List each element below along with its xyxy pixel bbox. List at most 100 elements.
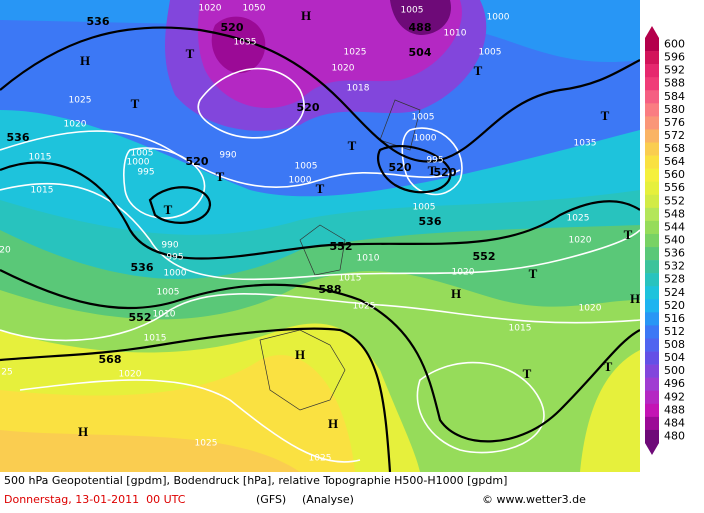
map-label: 1000 [414, 134, 437, 144]
map [0, 0, 640, 472]
map-label: 1010 [444, 29, 467, 39]
colorbar-swatch [645, 286, 659, 300]
map-label: 536 [131, 261, 154, 274]
colorbar-swatch [645, 429, 659, 444]
map-label: T [131, 96, 140, 111]
footer-background [0, 472, 640, 513]
colorbar-swatch [645, 90, 659, 104]
colorbar-swatch [645, 142, 659, 156]
map-label: T [216, 169, 225, 184]
map-label: 1015 [509, 324, 532, 334]
map-label: 536 [87, 15, 110, 28]
map-label: 1020 [452, 268, 475, 278]
map-label: 1025 [195, 439, 218, 449]
map-label: 1020 [119, 370, 142, 380]
map-label: 1025 [309, 454, 332, 464]
colorbar-swatch [645, 155, 659, 169]
colorbar-label: 508 [664, 338, 685, 351]
colorbar-label: 524 [664, 286, 685, 299]
colorbar-swatch [645, 273, 659, 287]
map-label: 1025 [69, 96, 92, 106]
field [197, 0, 462, 109]
colorbar-swatch [645, 168, 659, 183]
colorbar-label: 488 [664, 403, 685, 416]
colorbar-swatch [645, 194, 659, 209]
map-label: 520 [186, 155, 209, 168]
map-label: 1005 [479, 48, 502, 58]
colorbar-label: 536 [664, 247, 685, 260]
colorbar-swatch [645, 403, 659, 418]
map-label: T [316, 181, 325, 196]
map-label: T [529, 266, 538, 281]
map-label: 1000 [164, 269, 187, 279]
colorbar-swatch [645, 390, 659, 405]
map-label: T [186, 46, 195, 61]
footer-copyright: © www.wetter3.de [482, 493, 586, 506]
map-label: 552 [330, 240, 353, 253]
colorbar-label: 596 [664, 51, 685, 64]
colorbar-label: 500 [664, 364, 685, 377]
map-label: 1018 [347, 84, 370, 94]
map-label: 1015 [144, 334, 167, 344]
field [580, 350, 640, 472]
map-label: 1005 [413, 203, 436, 213]
colorbar-swatch [645, 51, 659, 65]
colorbar-swatch [645, 129, 659, 143]
map-label: 568 [99, 353, 122, 366]
field [390, 0, 451, 35]
field [211, 16, 266, 74]
map-label: 536 [7, 131, 30, 144]
colorbar-label: 496 [664, 377, 685, 390]
map-label: T [348, 138, 357, 153]
colorbar-label: 564 [664, 155, 685, 168]
colorbar-swatch [645, 247, 659, 261]
colorbar-label: 560 [664, 168, 685, 181]
footer-description: 500 hPa Geopotential [gpdm], Bodendruck … [4, 474, 507, 487]
colorbar-label: 484 [664, 416, 685, 429]
map-label: 20 [0, 246, 11, 256]
geopotential-contour [0, 161, 640, 260]
colorbar-swatch [645, 220, 659, 235]
colorbar-label: 544 [664, 220, 685, 233]
colorbar: 6005965925885845805765725685645605565525… [645, 26, 685, 455]
colorbar-swatch [645, 103, 659, 117]
map-label: 990 [219, 151, 236, 161]
colorbar-swatch [645, 325, 659, 339]
colorbar-label: 528 [664, 273, 685, 286]
map-labels: 536 H 1025 1020 536 1015 1015 1020 520 1050 1035 H 1… [0, 4, 640, 464]
map-label: 1015 [31, 186, 54, 196]
colorbar-swatch [645, 181, 659, 196]
colorbar-swatch [645, 312, 659, 326]
map-label: T [164, 202, 173, 217]
map-label: 1035 [574, 139, 597, 149]
map-label: 1015 [339, 274, 362, 284]
map-label: 552 [473, 250, 496, 263]
map-label: 1035 [234, 38, 257, 48]
colorbar-label: 568 [664, 142, 685, 155]
colorbar-label: 572 [664, 129, 685, 142]
colorbar-swatch [645, 233, 659, 248]
map-label: T [428, 163, 437, 178]
isobar [0, 293, 640, 342]
colorbar-label: 540 [664, 234, 685, 247]
colorbar-swatch [645, 338, 659, 352]
geopotential-contour [0, 269, 640, 443]
colorbar-label: 548 [664, 207, 685, 220]
map-label: H [80, 53, 90, 68]
map-label: 588 [319, 283, 342, 296]
map-label: 995 [166, 253, 183, 263]
map-label: T [523, 366, 532, 381]
map-label: 1000 [127, 158, 150, 168]
map-label: H [630, 291, 640, 306]
colorbar-arrow [645, 443, 659, 455]
map-label: 1020 [569, 236, 592, 246]
colorbar-swatch [645, 64, 659, 78]
map-label: 25 [1, 368, 12, 378]
colorbar-label: 556 [664, 181, 685, 194]
colorbar-label: 532 [664, 260, 685, 273]
geopotential-contour [0, 327, 392, 472]
colorbar-swatch [645, 77, 659, 91]
map-label: T [624, 227, 633, 242]
map-label: H [451, 286, 461, 301]
map-label: 1020 [332, 64, 355, 74]
